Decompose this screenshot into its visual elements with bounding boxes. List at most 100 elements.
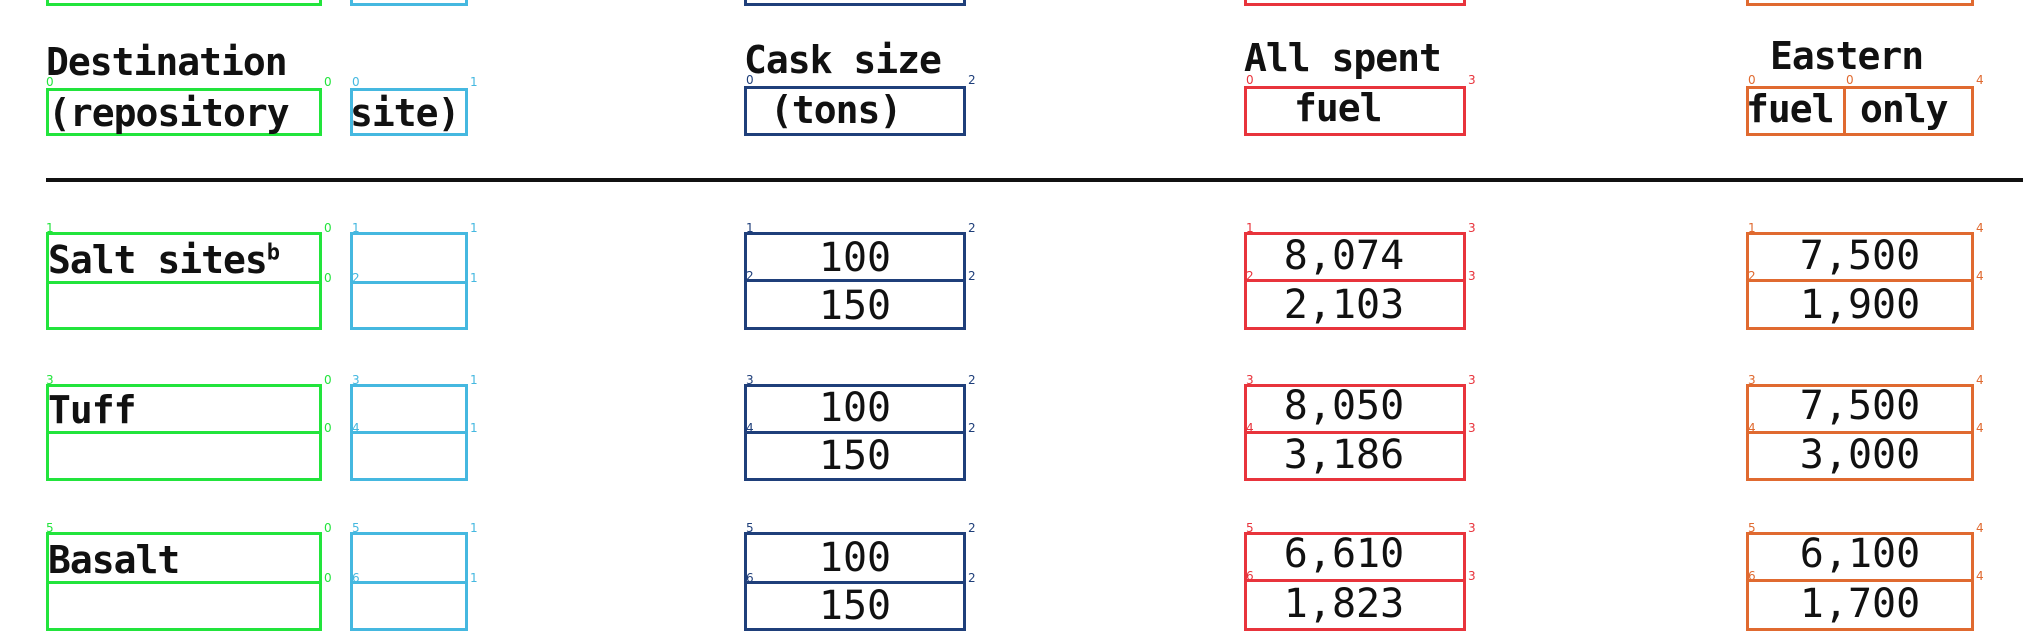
box-index-label: 0 (352, 75, 360, 89)
row1-all-value-100: 8,074 (1283, 233, 1405, 279)
box-index-label: 1 (470, 521, 478, 535)
box-index-label: 4 (352, 421, 360, 435)
box-index-label: 4 (1976, 221, 1984, 235)
row1-all-value-150: 2,103 (1283, 282, 1405, 328)
row2-eastern-value-150: 3,000 (1799, 432, 1921, 478)
box-index-label: 3 (1468, 73, 1476, 87)
row1-eastern-box-bottom (1746, 279, 1974, 330)
box-index-label: 4 (746, 421, 754, 435)
row2-all-box-bottom (1244, 431, 1466, 481)
box-index-label: 4 (1976, 269, 1984, 283)
row3-cask-150: 150 (818, 583, 892, 629)
header-destination-line2: (repository (48, 91, 290, 135)
header-destination-box (46, 88, 322, 136)
row3-site-cont-top (350, 532, 468, 584)
box-index-label: 5 (352, 521, 360, 535)
box-index-label: 0 (324, 521, 332, 535)
box-index-label: 0 (324, 421, 332, 435)
row2-site-cont-bottom (350, 431, 468, 481)
box-index-label: 2 (968, 571, 976, 585)
box-index-label: 2 (968, 269, 976, 283)
row1-cask-100: 100 (818, 235, 892, 281)
box-index-label: 0 (324, 221, 332, 235)
row3-eastern-value-100: 6,100 (1799, 531, 1921, 577)
box-index-label: 3 (46, 373, 54, 387)
row3-all-value-100: 6,610 (1283, 531, 1405, 577)
row3-site-label: Basalt (48, 538, 180, 582)
box-index-label: 4 (1976, 521, 1984, 535)
box-index-label: 0 (324, 271, 332, 285)
row2-site-label: Tuff (48, 388, 137, 432)
box-index-label: 3 (1246, 373, 1254, 387)
top-partial-box-orange (1746, 0, 1974, 6)
box-index-label: 2 (1748, 269, 1756, 283)
row1-cask-150: 150 (818, 283, 892, 329)
box-index-label: 5 (1246, 521, 1254, 535)
box-index-label: 2 (968, 421, 976, 435)
box-index-label: 0 (324, 571, 332, 585)
box-index-label: 1 (470, 221, 478, 235)
row2-eastern-value-100: 7,500 (1799, 383, 1921, 429)
row3-eastern-value-150: 1,700 (1799, 581, 1921, 627)
box-index-label: 2 (968, 373, 976, 387)
row1-cask-box-bottom (744, 279, 966, 330)
box-index-label: 4 (1246, 421, 1254, 435)
box-index-label: 4 (1976, 421, 1984, 435)
box-index-label: 1 (352, 221, 360, 235)
box-index-label: 5 (746, 521, 754, 535)
row1-site-cont-bottom (350, 281, 468, 330)
header-site-box (350, 88, 468, 136)
box-index-label: 6 (1246, 569, 1254, 583)
box-index-label: 4 (1976, 73, 1984, 87)
row3-site-cont-bottom (350, 581, 468, 631)
row2-all-value-150: 3,186 (1283, 432, 1405, 478)
row1-site-cont-top (350, 232, 468, 284)
header-cask-box (744, 86, 966, 136)
box-index-label: 0 (1846, 73, 1854, 87)
row3-cask-box-bottom (744, 581, 966, 631)
box-index-label: 0 (1246, 73, 1254, 87)
box-index-label: 3 (1748, 373, 1756, 387)
box-index-label: 0 (746, 73, 754, 87)
box-index-label: 0 (46, 75, 54, 89)
box-index-label: 3 (1468, 221, 1476, 235)
header-eastern-only-box (1843, 86, 1974, 136)
row2-cask-150: 150 (818, 433, 892, 479)
row3-all-box-bottom (1244, 579, 1466, 631)
header-cask-line2: (tons) (770, 88, 902, 132)
box-index-label: 5 (46, 521, 54, 535)
box-index-label: 5 (1748, 521, 1756, 535)
row1-eastern-value-150: 1,900 (1799, 282, 1921, 328)
top-partial-box-green (46, 0, 322, 6)
header-eastern-only: only (1860, 87, 1949, 131)
box-index-label: 2 (968, 73, 976, 87)
box-index-label: 0 (1748, 73, 1756, 87)
row3-site-box-bottom (46, 581, 322, 631)
box-index-label: 3 (1468, 521, 1476, 535)
header-eastern-line1: Eastern (1770, 34, 1924, 78)
box-index-label: 1 (46, 221, 54, 235)
box-index-label: 6 (352, 571, 360, 585)
box-index-label: 2 (352, 271, 360, 285)
row3-cask-100: 100 (818, 535, 892, 581)
box-index-label: 1 (470, 421, 478, 435)
box-index-label: 3 (1468, 373, 1476, 387)
row1-site-box-bottom (46, 281, 322, 330)
box-index-label: 1 (470, 75, 478, 89)
box-index-label: 2 (968, 521, 976, 535)
row1-eastern-value-100: 7,500 (1799, 233, 1921, 279)
top-partial-box-cyan (350, 0, 468, 6)
top-partial-box-red (1244, 0, 1466, 6)
header-destination-line1: Destination (46, 40, 288, 84)
box-index-label: 3 (746, 373, 754, 387)
row2-site-box-bottom (46, 431, 322, 481)
header-all-line1: All spent (1244, 36, 1442, 80)
box-index-label: 1 (470, 373, 478, 387)
box-index-label: 3 (1468, 269, 1476, 283)
box-index-label: 2 (1246, 269, 1254, 283)
box-index-label: 6 (1748, 569, 1756, 583)
row1-footnote-marker: b (266, 240, 280, 266)
row2-all-value-100: 8,050 (1283, 383, 1405, 429)
row2-cask-100: 100 (818, 385, 892, 431)
box-index-label: 0 (324, 75, 332, 89)
